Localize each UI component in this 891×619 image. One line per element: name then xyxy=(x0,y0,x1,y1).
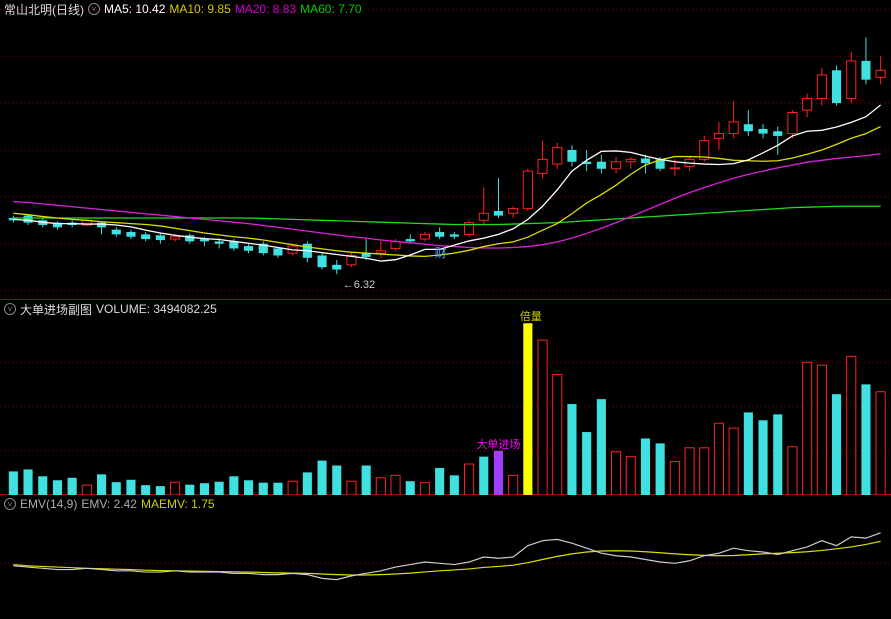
emv-title: EMV(14,9) xyxy=(20,497,77,511)
emv-header: ˅ EMV(14,9) EMV: 2.42 MAEMV: 1.75 xyxy=(0,495,891,513)
volume-value: VOLUME: 3494082.25 xyxy=(96,302,217,316)
collapse-icon[interactable]: ˅ xyxy=(4,498,16,510)
collapse-icon[interactable]: ˅ xyxy=(88,3,100,15)
volume-panel[interactable]: ˅ 大单进场副图 VOLUME: 3494082.25 大单进场倍量 xyxy=(0,300,891,495)
kline-header: 常山北明(日线) ˅ MA5: 10.42 MA10: 9.85 MA20: 8… xyxy=(0,0,891,18)
ma20-label: MA20: 8.83 xyxy=(235,2,296,16)
ma10-label: MA10: 9.85 xyxy=(169,2,230,16)
emv-value: EMV: 2.42 xyxy=(81,497,137,511)
volume-header: ˅ 大单进场副图 VOLUME: 3494082.25 xyxy=(0,300,891,318)
svg-text:←6.32: ←6.32 xyxy=(343,279,375,291)
kline-panel[interactable]: 常山北明(日线) ˅ MA5: 10.42 MA10: 9.85 MA20: 8… xyxy=(0,0,891,300)
ma5-label: MA5: 10.42 xyxy=(104,2,165,16)
volume-title: 大单进场副图 xyxy=(20,301,92,318)
emv-panel[interactable]: ˅ EMV(14,9) EMV: 2.42 MAEMV: 1.75 xyxy=(0,495,891,601)
collapse-icon[interactable]: ˅ xyxy=(4,303,16,315)
volume-chart[interactable]: 大单进场倍量 xyxy=(0,300,891,495)
svg-text:大单进场: 大单进场 xyxy=(476,437,520,451)
maemv-value: MAEMV: 1.75 xyxy=(141,497,215,511)
ma60-label: MA60: 7.70 xyxy=(300,2,361,16)
kline-chart[interactable]: ←6.32 财 xyxy=(0,0,891,300)
stock-title: 常山北明(日线) xyxy=(4,1,84,18)
svg-text:财: 财 xyxy=(435,246,447,260)
